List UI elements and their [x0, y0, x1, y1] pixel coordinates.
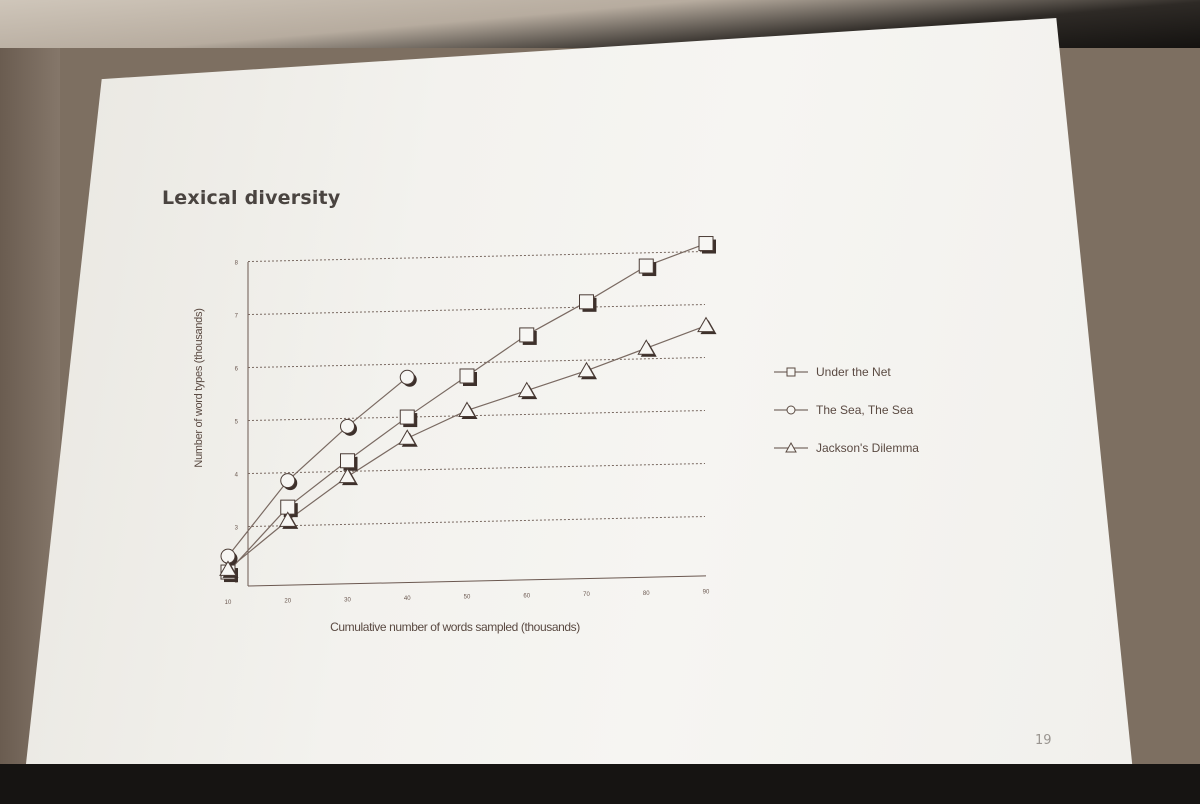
- slide-title: Lexical diversity: [162, 187, 341, 209]
- data-point-triangle: [338, 467, 358, 486]
- data-point-triangle: [278, 511, 299, 529]
- x-tick-label: 70: [583, 592, 590, 598]
- data-point-triangle: [458, 401, 478, 419]
- data-point-circle: [399, 369, 417, 387]
- y-tick-label: 8: [235, 261, 239, 267]
- legend-label: Jackson's Dilemma: [816, 440, 919, 455]
- data-point-square: [399, 409, 418, 428]
- data-point-square: [579, 294, 597, 312]
- legend-marker-circle-icon: [774, 405, 808, 414]
- x-tick-label: 60: [523, 593, 530, 599]
- chart-legend: Under the Net The Sea, The Sea Jackson's D…: [772, 362, 919, 476]
- gridline: [247, 410, 706, 422]
- y-tick-label: 3: [235, 526, 239, 532]
- floor-shadow: [0, 764, 1200, 804]
- data-point-square: [340, 453, 358, 471]
- gridline: [247, 463, 706, 475]
- series-line: [227, 376, 408, 557]
- data-point-square: [698, 236, 716, 254]
- legend-marker-square-icon: [774, 367, 808, 376]
- x-axis-label: Cumulative number of words sampled (thou…: [330, 620, 580, 634]
- data-point-triangle: [219, 560, 239, 578]
- x-tick-label: 10: [225, 600, 232, 606]
- data-point-square: [519, 327, 537, 345]
- data-point-square: [638, 258, 657, 277]
- data-point-triangle: [517, 381, 538, 400]
- data-point-triangle: [637, 339, 657, 357]
- y-tick-label: 4: [235, 473, 239, 479]
- legend-label: The Sea, The Sea: [816, 402, 914, 417]
- x-tick-label: 50: [464, 595, 471, 601]
- legend-item: The Sea, The Sea: [772, 400, 919, 419]
- gridline: [247, 357, 706, 369]
- gridline: [247, 251, 706, 263]
- y-tick-label: 6: [235, 367, 239, 373]
- data-point-triangle: [697, 316, 717, 335]
- y-tick-label: 7: [235, 314, 239, 320]
- x-tick-label: 20: [284, 599, 291, 605]
- gridline: [247, 304, 706, 316]
- data-point-triangle: [398, 429, 418, 447]
- data-point-circle: [340, 418, 357, 436]
- data-point-circle: [280, 473, 298, 491]
- legend-item: Under the Net: [772, 362, 919, 381]
- series-line: [227, 325, 707, 570]
- y-tick-label: 5: [235, 420, 239, 426]
- data-point-triangle: [577, 361, 597, 380]
- gridline: [247, 516, 706, 528]
- legend-label: Under the Net: [816, 364, 891, 379]
- legend-item: Jackson's Dilemma: [772, 438, 919, 457]
- y-axis-label: Number of word types (thousands): [193, 308, 205, 467]
- x-tick-label: 30: [344, 597, 351, 603]
- data-point-square: [459, 368, 477, 386]
- x-tick-label: 80: [643, 591, 650, 597]
- x-tick-label: 40: [404, 596, 411, 602]
- x-tick-label: 90: [703, 589, 710, 595]
- projection-screen: [24, 18, 1134, 782]
- page-number: 19: [1035, 733, 1052, 748]
- legend-marker-triangle-icon: [774, 441, 808, 452]
- x-axis-line: [247, 575, 707, 587]
